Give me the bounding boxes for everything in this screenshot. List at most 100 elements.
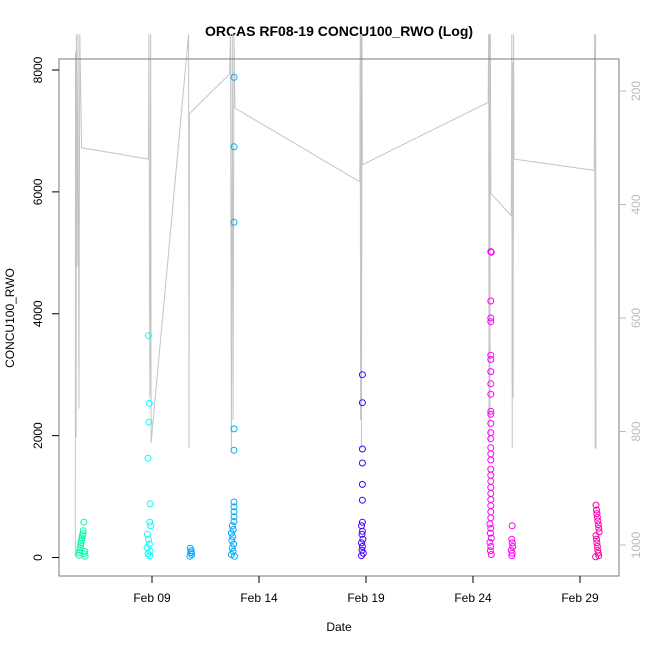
data-point (487, 297, 495, 305)
data-point (79, 530, 87, 538)
x-tick-label: Feb 19 (347, 591, 385, 605)
data-point (230, 540, 238, 548)
data-point (487, 356, 495, 363)
data-point (593, 513, 601, 521)
data-point (146, 518, 154, 526)
data-point (592, 553, 600, 561)
data-point (594, 517, 602, 525)
data-point (358, 371, 366, 379)
data-point (230, 513, 238, 521)
data-point (229, 526, 237, 533)
data-point (486, 529, 494, 537)
data-point (227, 529, 235, 537)
data-point (228, 536, 236, 544)
data-point (230, 425, 238, 433)
data-point (593, 510, 601, 518)
data-point (358, 527, 366, 535)
overlay-line (74, 34, 597, 557)
data-point (593, 506, 600, 514)
data-point (230, 503, 238, 511)
series-1 (143, 332, 155, 560)
data-point (487, 351, 495, 359)
data-point (358, 522, 365, 530)
data-point (358, 480, 366, 488)
series-2 (186, 73, 238, 560)
y-tick-label: 0 (31, 554, 45, 561)
data-point (358, 496, 366, 504)
y2-axis: 200 400 600 800 1000 (619, 81, 643, 558)
data-point (358, 530, 366, 538)
data-point (592, 532, 600, 540)
data-point (145, 399, 153, 407)
data-point (80, 518, 88, 526)
data-point (487, 456, 495, 464)
data-point (230, 218, 238, 226)
data-point (228, 544, 236, 552)
data-point (358, 445, 366, 453)
data-point (508, 539, 516, 547)
scatter-points (75, 73, 603, 561)
y-axis-label: CONCU100_RWO (3, 268, 17, 368)
plot-frame (58, 58, 620, 577)
data-point (592, 501, 600, 509)
data-point (595, 552, 603, 560)
data-point (487, 368, 495, 376)
data-point (145, 418, 153, 426)
data-point (487, 410, 495, 418)
data-point (81, 547, 89, 555)
series-3 (358, 371, 367, 560)
data-point (487, 407, 495, 415)
y-tick-label: 8000 (31, 56, 45, 83)
data-point (358, 399, 366, 407)
y2-tick-label: 400 (629, 194, 643, 214)
data-point (359, 535, 367, 543)
data-point (76, 544, 84, 552)
data-point (146, 547, 154, 555)
data-point (487, 496, 495, 504)
y2-tick-label: 1000 (629, 531, 643, 558)
data-point (230, 446, 238, 454)
data-point (186, 552, 194, 560)
data-point (487, 471, 495, 479)
data-point (230, 73, 238, 81)
data-point (595, 524, 603, 532)
data-point (144, 454, 152, 462)
data-point (228, 522, 236, 530)
data-point (487, 380, 495, 388)
data-point (358, 552, 365, 560)
x-tick-label: Feb 09 (133, 591, 171, 605)
data-point (144, 332, 152, 340)
data-point (487, 490, 495, 497)
data-point (188, 551, 196, 558)
data-point (487, 435, 495, 443)
data-point (487, 534, 495, 542)
data-point (144, 550, 152, 558)
data-point (358, 518, 366, 526)
x-tick-label: Feb 29 (561, 591, 599, 605)
data-point (230, 518, 238, 525)
data-point (147, 522, 155, 530)
data-point (487, 314, 495, 322)
data-point (508, 522, 516, 530)
y2-tick-label: 800 (629, 421, 643, 441)
data-point (487, 524, 495, 532)
data-point (144, 530, 151, 538)
x-tick-label: Feb 14 (240, 591, 278, 605)
data-point (487, 551, 495, 558)
data-point (230, 143, 238, 151)
data-point (231, 552, 238, 560)
data-point (76, 546, 84, 554)
overlay-line-path (74, 34, 597, 557)
data-point (230, 498, 238, 506)
series-0 (75, 518, 89, 560)
data-point (78, 536, 86, 544)
data-point (593, 539, 601, 547)
data-point (487, 390, 495, 398)
y-tick-label: 4000 (31, 300, 45, 327)
data-point (229, 533, 237, 541)
data-point (146, 500, 154, 508)
data-point (486, 547, 494, 555)
data-point (146, 552, 154, 560)
series-5 (592, 501, 603, 561)
data-point (230, 508, 238, 516)
